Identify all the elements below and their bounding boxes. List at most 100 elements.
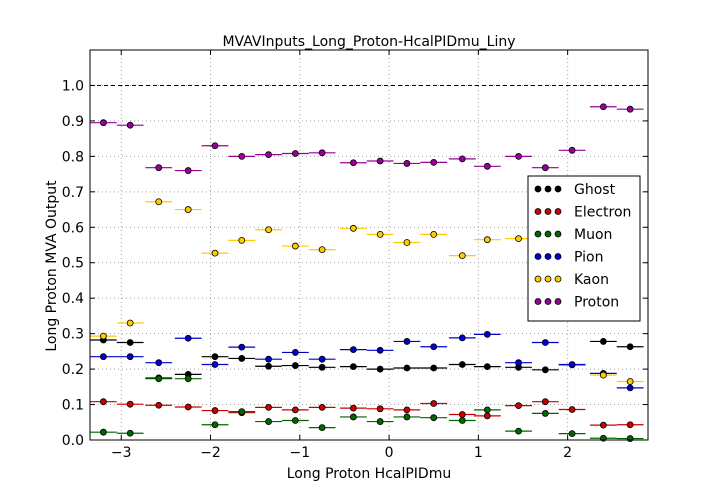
data-point <box>403 413 411 421</box>
data-point <box>515 359 522 367</box>
x-tick-label: 2 <box>563 445 572 461</box>
data-point <box>291 406 299 414</box>
data-point <box>318 363 326 371</box>
legend-marker <box>534 253 542 260</box>
series-ghost <box>90 336 644 382</box>
data-point <box>155 401 163 409</box>
data-point <box>126 400 134 408</box>
data-point <box>349 413 357 421</box>
data-point <box>626 384 634 392</box>
data-point <box>483 236 491 244</box>
data-point <box>599 338 607 345</box>
data-point <box>238 343 246 351</box>
data-point <box>483 162 491 170</box>
data-point <box>376 157 384 165</box>
legend-marker <box>534 208 542 215</box>
legend-label: Electron <box>574 205 631 221</box>
legend-label: Muon <box>574 227 612 243</box>
data-point <box>291 242 299 250</box>
series-pion <box>90 330 644 392</box>
y-tick-label: 0.7 <box>62 185 84 201</box>
data-point <box>626 421 634 429</box>
data-point <box>458 411 466 418</box>
data-point <box>568 406 576 413</box>
data-point <box>458 252 466 260</box>
x-tick-label: −3 <box>111 445 132 461</box>
legend-marker <box>554 208 562 215</box>
legend-marker <box>534 230 542 238</box>
data-point <box>211 407 219 414</box>
data-point <box>483 406 491 414</box>
data-point <box>265 355 272 363</box>
data-point <box>291 362 299 369</box>
data-marks <box>90 103 644 442</box>
plot-frame <box>89 49 649 441</box>
data-point <box>458 417 466 424</box>
data-point <box>99 398 107 406</box>
y-tick-label: 0.4 <box>62 291 84 307</box>
data-point <box>626 378 634 385</box>
data-point <box>126 319 134 327</box>
data-point <box>318 246 326 254</box>
data-point <box>99 119 107 127</box>
y-tick-label: 0.9 <box>62 114 84 130</box>
legend-marker <box>554 253 562 260</box>
y-tick-label: 0.0 <box>62 433 84 449</box>
y-tick-label: 0.5 <box>62 256 84 272</box>
y-axis-label: Long Proton MVA Output <box>44 180 60 352</box>
data-point <box>318 355 326 363</box>
x-tick-label: −2 <box>200 445 221 461</box>
data-point <box>238 408 246 416</box>
data-point <box>291 349 299 356</box>
data-point <box>184 167 192 174</box>
data-point <box>184 206 192 213</box>
data-point <box>376 346 384 354</box>
data-point <box>376 365 384 373</box>
data-point <box>458 334 466 342</box>
data-point <box>458 361 466 368</box>
data-point <box>184 403 192 411</box>
data-point <box>349 159 357 167</box>
data-point <box>349 404 357 412</box>
data-point <box>291 417 299 424</box>
data-point <box>430 343 438 351</box>
data-point <box>458 155 466 163</box>
legend-marker <box>544 230 552 238</box>
data-point <box>126 353 134 361</box>
data-point <box>291 150 299 157</box>
legend-label: Pion <box>574 250 603 266</box>
data-point <box>349 224 357 232</box>
y-tick-label: 0.8 <box>62 149 84 165</box>
data-point <box>211 249 219 257</box>
legend-label: Kaon <box>574 272 609 288</box>
data-point <box>541 339 549 346</box>
data-point <box>403 406 411 414</box>
data-point <box>155 164 163 172</box>
x-tick-label: 1 <box>474 445 483 461</box>
data-point <box>430 158 438 166</box>
data-point <box>599 103 607 111</box>
data-point <box>211 353 219 361</box>
data-point <box>403 364 411 372</box>
data-point <box>238 236 246 244</box>
legend-marker <box>554 298 562 305</box>
data-point <box>626 105 634 113</box>
data-point <box>211 142 219 150</box>
legend-marker <box>544 185 552 193</box>
data-point <box>211 421 219 429</box>
data-point <box>184 334 192 342</box>
data-point <box>265 362 272 370</box>
data-point <box>568 361 576 368</box>
legend-label: Ghost <box>574 182 616 198</box>
data-point <box>318 424 326 431</box>
data-point <box>403 338 411 345</box>
data-point <box>318 403 326 411</box>
legend-marker <box>554 185 562 193</box>
data-point <box>541 410 549 417</box>
y-tick-label: 0.1 <box>62 398 84 414</box>
data-point <box>99 332 107 340</box>
data-point <box>126 121 134 129</box>
data-point <box>211 361 219 368</box>
y-tick-label: 0.3 <box>62 327 84 343</box>
data-point <box>568 430 576 438</box>
